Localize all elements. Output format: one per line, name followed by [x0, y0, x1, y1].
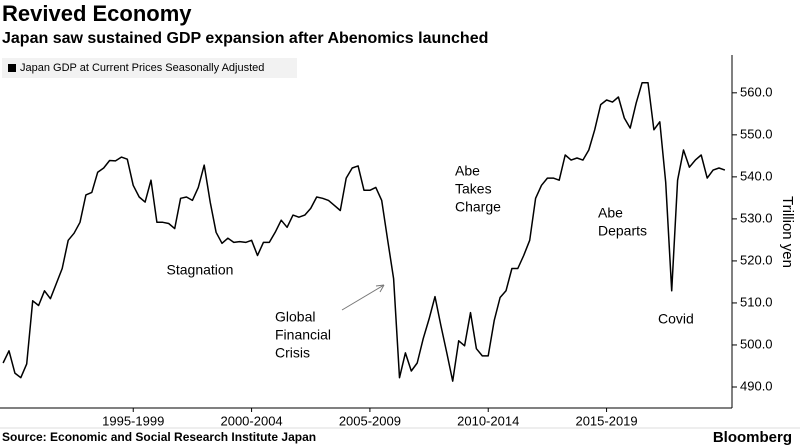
y-tick-label: 550.0 [740, 126, 773, 141]
x-tick-label: 2005-2009 [339, 413, 401, 428]
x-tick-label: 1995-1999 [102, 413, 164, 428]
annotation: Abe [598, 205, 623, 221]
y-tick-label: 560.0 [740, 84, 773, 99]
y-tick-label: 490.0 [740, 378, 773, 393]
annotation: Takes [455, 181, 492, 197]
legend-background [2, 58, 297, 78]
annotation-arrowhead [375, 284, 385, 293]
annotation: Financial [275, 327, 331, 343]
annotation: Crisis [275, 345, 310, 361]
legend-swatch [8, 64, 16, 72]
y-tick-label: 540.0 [740, 168, 773, 183]
x-tick-label: 2015-2019 [575, 413, 637, 428]
annotation: Global [275, 309, 315, 325]
y-tick-label: 510.0 [740, 294, 773, 309]
annotation: Stagnation [167, 262, 234, 278]
legend-label: Japan GDP at Current Prices Seasonally A… [20, 62, 264, 74]
annotation: Charge [455, 199, 501, 215]
y-tick-label: 520.0 [740, 252, 773, 267]
chart-title: Revived Economy [2, 1, 192, 26]
source: Source: Economic and Social Research Ins… [2, 430, 316, 444]
annotation: Departs [598, 223, 647, 239]
annotation-arrow [341, 284, 385, 311]
chart-subtitle: Japan saw sustained GDP expansion after … [2, 30, 488, 47]
y-tick-label: 500.0 [740, 336, 773, 351]
y-axis-label: Trillion yen [779, 196, 796, 268]
annotation: Abe [455, 163, 480, 179]
data-line [2, 81, 726, 382]
annotation: Covid [658, 311, 694, 327]
brand: Bloomberg [713, 429, 792, 446]
x-tick-label: 2010-2014 [457, 413, 519, 428]
y-tick-label: 530.0 [740, 210, 773, 225]
x-tick-label: 2000-2004 [220, 413, 282, 428]
